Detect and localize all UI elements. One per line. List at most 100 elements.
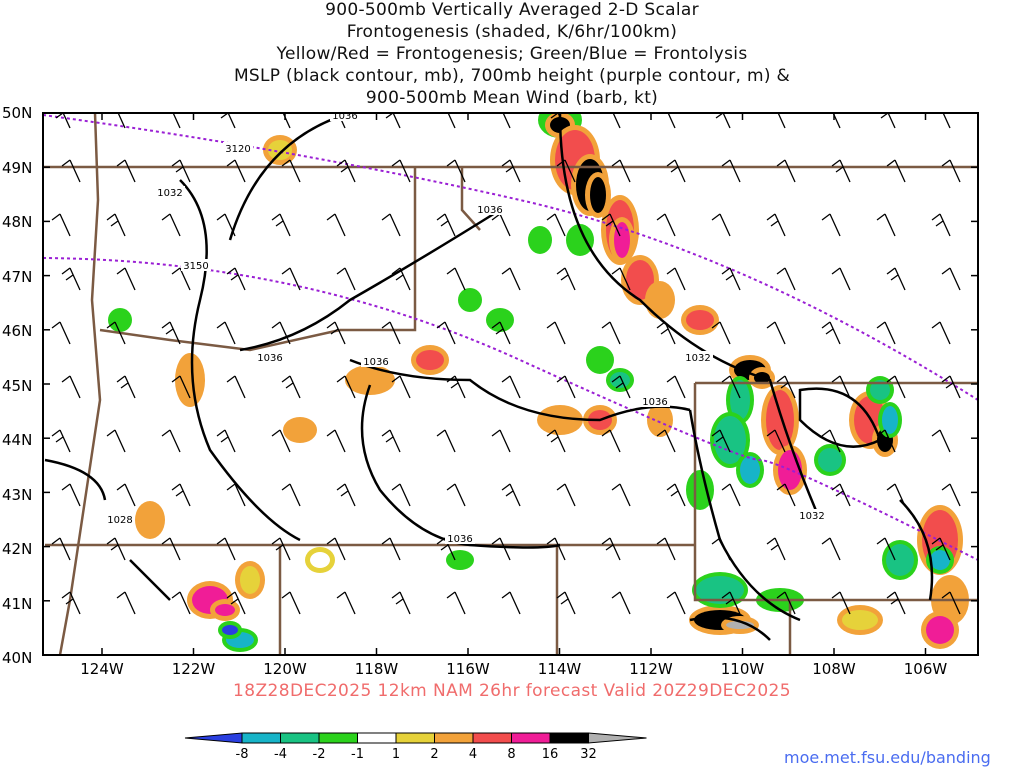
wind-barb (336, 267, 356, 291)
wind-barb (281, 267, 301, 291)
wind-barb (656, 213, 676, 237)
wind-barb (721, 591, 741, 615)
wind-barb (711, 213, 731, 237)
wind-barb (941, 159, 961, 183)
shading-blob (570, 228, 590, 252)
height-label: 3120 (225, 144, 250, 155)
colorbar-label: -4 (274, 747, 287, 762)
wind-barb (721, 483, 741, 507)
wind-barb (502, 113, 511, 129)
shading-blob (740, 456, 760, 484)
wind-barb (886, 159, 906, 183)
wind-barb (281, 375, 301, 399)
title-line-4: MSLP (black contour, mb), 700mb height (… (233, 66, 791, 86)
wind-barb (556, 267, 576, 291)
wind-barb (941, 591, 961, 615)
shading-blob (714, 416, 746, 464)
border-line (340, 167, 417, 332)
colorbar-swatch (434, 732, 474, 744)
wind-barb (876, 321, 896, 345)
mslp-label-bg (330, 113, 360, 121)
wind-barb (61, 483, 81, 507)
wind-barb (391, 267, 411, 291)
wind-barb (226, 483, 246, 507)
shading-blob (450, 554, 470, 566)
wind-barb (171, 591, 191, 615)
colorbar-swatch (549, 732, 589, 744)
wind-barb (326, 429, 346, 453)
lon-label: 116W (446, 660, 490, 678)
wind-barb (776, 591, 796, 615)
wind-barb (216, 213, 236, 237)
wind-barb (711, 429, 731, 453)
wind-barb (116, 483, 136, 507)
shading-blob (870, 380, 890, 400)
shading-blob (842, 610, 878, 630)
shading-blob (416, 350, 444, 370)
shading-blob (140, 506, 160, 534)
mslp-label-bg (105, 513, 135, 525)
wind-barb (766, 213, 786, 237)
shading-blob (490, 312, 510, 328)
wind-barb (831, 375, 851, 399)
wind-barb (601, 321, 621, 345)
wind-barb (271, 213, 291, 237)
wind-barb (116, 159, 136, 183)
wind-barb (766, 321, 786, 345)
wind-barb (941, 375, 961, 399)
wind-barb (876, 537, 896, 561)
wind-barb (776, 267, 796, 291)
mslp-label: 1032 (799, 511, 824, 522)
colorbar-swatch (241, 732, 281, 744)
wind-barb (391, 159, 411, 183)
wind-barb (656, 537, 676, 561)
wind-barb (61, 375, 81, 399)
wind-barb (666, 267, 686, 291)
colorbar-label: 8 (507, 747, 516, 762)
shading-blob (610, 372, 630, 388)
mslp-contour (228, 113, 351, 241)
border-line (99, 328, 341, 352)
wind-barb (447, 113, 456, 129)
wind-barb (821, 321, 841, 345)
wind-barb (931, 537, 951, 561)
wind-barb (326, 537, 346, 561)
wind-barb (821, 429, 841, 453)
wind-barb (721, 159, 741, 183)
colorbar-label: 1 (391, 747, 401, 762)
wind-barb (116, 591, 136, 615)
shading-blob (886, 544, 914, 576)
wind-barb (556, 159, 576, 183)
wind-barb (942, 113, 951, 129)
wind-barb (611, 483, 631, 507)
wind-barb (161, 537, 181, 561)
wind-barb (446, 483, 466, 507)
mslp-label: 1036 (477, 205, 502, 216)
shading-blob (222, 625, 238, 635)
shading-blob (310, 552, 330, 568)
mslp-label-bg (255, 351, 285, 363)
mslp-contour (360, 384, 561, 549)
mslp-label-bg (797, 509, 827, 521)
colorbar-arrow-left (184, 732, 243, 744)
colorbar-swatch (357, 732, 397, 744)
wind-barb (436, 429, 456, 453)
colorbar (184, 732, 647, 744)
wind-barb (51, 429, 71, 453)
wind-barb (776, 375, 796, 399)
shading-blob (626, 260, 654, 300)
wind-barb (556, 591, 576, 615)
source-url[interactable]: moe.met.fsu.edu/banding (784, 748, 991, 767)
border-line (693, 383, 978, 602)
colorbar-swatch (472, 732, 512, 744)
mslp-contour (179, 179, 301, 542)
shading-blob (650, 286, 670, 314)
wind-barb (491, 429, 511, 453)
lat-label: 40N (2, 649, 33, 667)
lat-label: 43N (2, 485, 33, 504)
wind-barb (61, 591, 81, 615)
colorbar-label: 16 (541, 747, 559, 762)
shading-blob (778, 450, 802, 490)
wind-barb (336, 159, 356, 183)
